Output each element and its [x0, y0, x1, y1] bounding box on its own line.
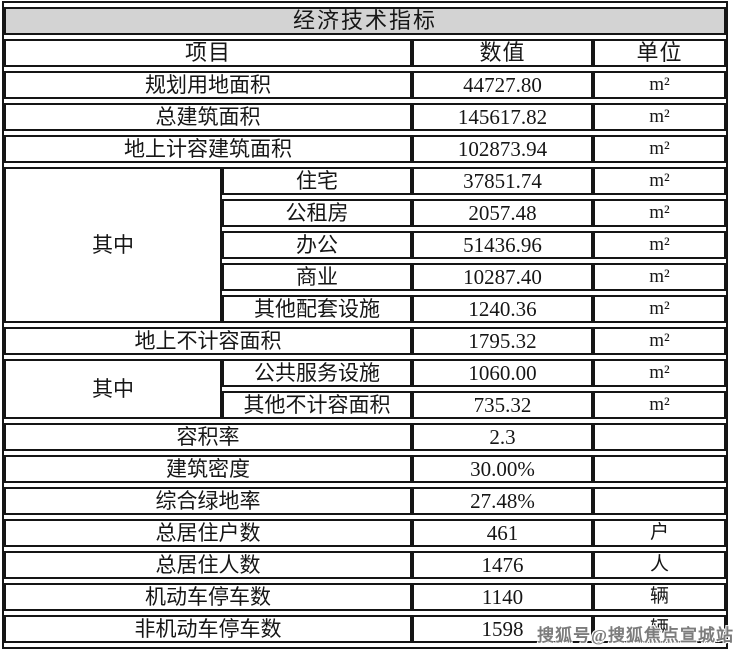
- row-value: 1240.36: [412, 295, 593, 323]
- column-header-value: 数值: [412, 39, 593, 67]
- row-item: 商业: [222, 263, 412, 291]
- table-row: 规划用地面积 44727.80 m²: [4, 71, 727, 99]
- row-item: 地上计容建筑面积: [4, 135, 412, 163]
- row-value: 51436.96: [412, 231, 593, 259]
- row-item: 公租房: [222, 199, 412, 227]
- title-row: 经济技术指标: [4, 7, 727, 35]
- column-header-unit: 单位: [593, 39, 727, 67]
- row-unit: 户: [593, 519, 727, 547]
- table-row: 容积率 2.3: [4, 423, 727, 451]
- group-cell: 其中: [4, 167, 222, 323]
- row-item: 总居住人数: [4, 551, 412, 579]
- table-row: 其他不计容面积 735.32 m²: [4, 391, 727, 419]
- header-row: 项目 数值 单位: [4, 39, 727, 67]
- row-value: 10287.40: [412, 263, 593, 291]
- row-value: 735.32: [412, 391, 593, 419]
- row-unit: 辆: [593, 615, 727, 643]
- table-row: 综合绿地率 27.48%: [4, 487, 727, 515]
- table-row: 其他配套设施 1240.36 m²: [4, 295, 727, 323]
- row-item: 住宅: [222, 167, 412, 195]
- row-value: 1598: [412, 615, 593, 643]
- table-row: 办公 51436.96 m²: [4, 231, 727, 259]
- row-value: 27.48%: [412, 487, 593, 515]
- row-value: 2057.48: [412, 199, 593, 227]
- row-item: 其他不计容面积: [222, 391, 412, 419]
- table-row: 公租房 2057.48 m²: [4, 199, 727, 227]
- row-unit: m²: [593, 167, 727, 195]
- row-value: 145617.82: [412, 103, 593, 131]
- row-value: 37851.74: [412, 167, 593, 195]
- table-row: 建筑密度 30.00%: [4, 455, 727, 483]
- row-item: 地上不计容面积: [4, 327, 412, 355]
- row-unit: m²: [593, 359, 727, 387]
- table-row: 地上不计容面积 1795.32 m²: [4, 327, 727, 355]
- row-unit: m²: [593, 231, 727, 259]
- table-row: 总建筑面积 145617.82 m²: [4, 103, 727, 131]
- row-value: 461: [412, 519, 593, 547]
- row-value: 1795.32: [412, 327, 593, 355]
- row-unit: m²: [593, 327, 727, 355]
- table-row: 地上计容建筑面积 102873.94 m²: [4, 135, 727, 163]
- row-item: 非机动车停车数: [4, 615, 412, 643]
- table-row: 总居住户数 461 户: [4, 519, 727, 547]
- row-item: 其他配套设施: [222, 295, 412, 323]
- row-value: 30.00%: [412, 455, 593, 483]
- row-value: 1140: [412, 583, 593, 611]
- row-item: 总建筑面积: [4, 103, 412, 131]
- row-unit: m²: [593, 295, 727, 323]
- row-item: 综合绿地率: [4, 487, 412, 515]
- row-value: 1476: [412, 551, 593, 579]
- row-value: 2.3: [412, 423, 593, 451]
- row-unit: [593, 423, 727, 451]
- row-item: 办公: [222, 231, 412, 259]
- table-row: 其中 住宅 37851.74 m²: [4, 167, 727, 323]
- row-unit: m²: [593, 103, 727, 131]
- table-row: 商业 10287.40 m²: [4, 263, 727, 291]
- row-item: 总居住户数: [4, 519, 412, 547]
- table-row: 其中 公共服务设施 1060.00 m²: [4, 359, 727, 419]
- row-unit: [593, 455, 727, 483]
- row-unit: [593, 487, 727, 515]
- table-row: 总居住人数 1476 人: [4, 551, 727, 579]
- row-value: 44727.80: [412, 71, 593, 99]
- row-item: 公共服务设施: [222, 359, 412, 387]
- row-item: 规划用地面积: [4, 71, 412, 99]
- row-unit: m²: [593, 71, 727, 99]
- indicators-table: 经济技术指标 项目 数值 单位 规划用地面积 44727.80 m² 总建筑面积…: [2, 1, 729, 649]
- watermark: 搜狐号@搜狐焦点宣城站: [537, 626, 734, 645]
- row-unit: m²: [593, 135, 727, 163]
- row-item: 容积率: [4, 423, 412, 451]
- row-unit: m²: [593, 199, 727, 227]
- row-unit: 人: [593, 551, 727, 579]
- table-title: 经济技术指标: [4, 7, 727, 35]
- row-value: 102873.94: [412, 135, 593, 163]
- row-unit: m²: [593, 263, 727, 291]
- column-header-item: 项目: [4, 39, 412, 67]
- row-item: 建筑密度: [4, 455, 412, 483]
- table-row: 机动车停车数 1140 辆: [4, 583, 727, 611]
- row-unit: 辆: [593, 583, 727, 611]
- row-value: 1060.00: [412, 359, 593, 387]
- row-item: 机动车停车数: [4, 583, 412, 611]
- row-unit: m²: [593, 391, 727, 419]
- table-row: 非机动车停车数 1598 辆: [4, 615, 727, 643]
- group-cell: 其中: [4, 359, 222, 419]
